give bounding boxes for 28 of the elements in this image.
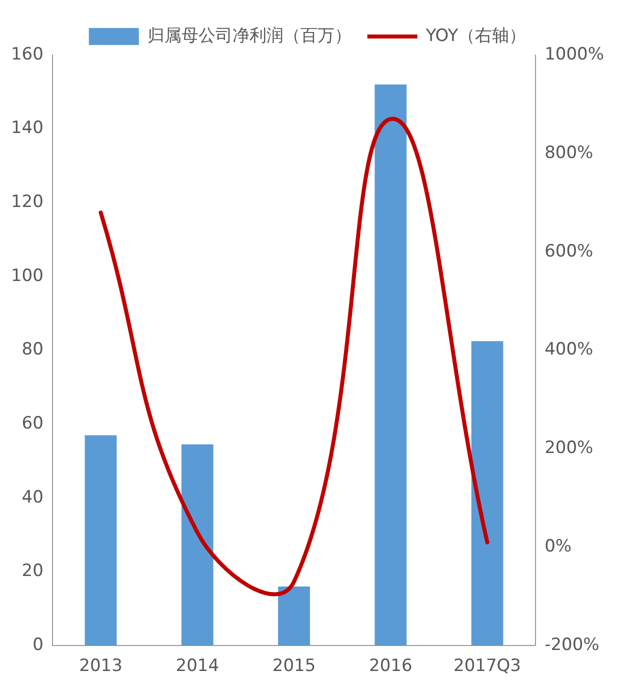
- y-tick-label: 160: [10, 44, 44, 64]
- bar: [278, 586, 310, 646]
- x-tick-label: 2015: [272, 656, 316, 676]
- bar: [181, 444, 214, 646]
- y-tick-label: 80: [22, 340, 44, 360]
- y2-tick-label: 200%: [544, 438, 594, 458]
- legend-label: YOY（右轴）: [424, 26, 526, 46]
- y2-tick-label: 400%: [544, 340, 594, 360]
- bar: [84, 435, 117, 646]
- bar: [471, 341, 504, 646]
- y-tick-label: 20: [22, 561, 44, 582]
- y-tick-label: 100: [10, 266, 44, 286]
- y-tick-label: 60: [22, 414, 44, 434]
- legend-label: 归属母公司净利润（百万）: [147, 26, 352, 46]
- y-tick-label: 0: [32, 635, 44, 656]
- y2-tick-label: 0%: [544, 536, 572, 557]
- y-tick-label: 120: [10, 192, 44, 212]
- x-tick-label: 2014: [176, 656, 220, 676]
- y2-tick-label: 800%: [544, 142, 594, 163]
- y2-tick-label: -200%: [544, 635, 600, 656]
- y-tick-label: 40: [22, 487, 44, 508]
- x-tick-label: 2013: [79, 656, 122, 676]
- x-tick-label: 2016: [369, 656, 412, 676]
- y2-tick-label: 600%: [544, 241, 594, 262]
- y2-tick-label: 1000%: [544, 44, 604, 64]
- bar: [374, 84, 407, 646]
- y-tick-label: 140: [10, 118, 44, 138]
- x-tick-label: 2017Q3: [454, 656, 522, 676]
